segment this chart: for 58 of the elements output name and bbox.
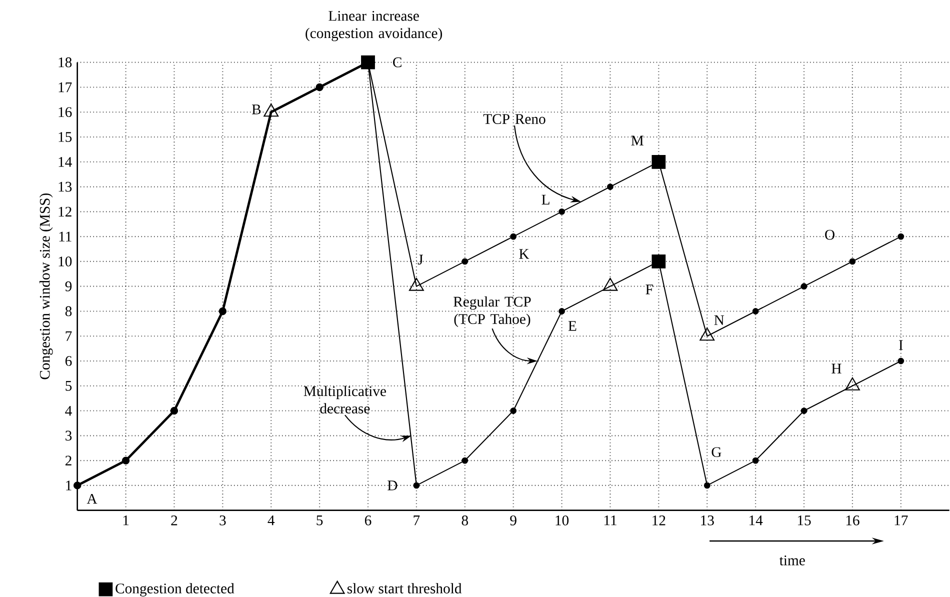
x-tick-label: 1 [123,515,129,526]
x-tick-label: 17 [894,515,908,526]
x-axis-title: time [780,555,805,566]
annotation: TCP Reno [483,114,546,124]
y-tick-label: 7 [66,331,72,341]
y-tick-label: 3 [66,430,72,441]
annotation: J [418,254,423,265]
y-tick-label: 1 [66,480,72,490]
x-tick-label: 14 [750,515,763,526]
y-tick-label: 2 [65,456,72,466]
x-tick-label: 16 [846,515,860,526]
annotation: B [252,104,261,114]
x-tick-label: 6 [364,515,372,526]
x-tick-label: 13 [701,515,714,526]
y-axis-title: Congestion window size (MSS) [39,193,53,380]
y-tick-label: 15 [58,132,72,142]
x-tick-label: 7 [414,515,420,526]
y-tick-label: 11 [59,232,72,242]
annotation: M [631,136,644,146]
x-tick-label: 11 [604,515,616,526]
legend-label: slow start threshold [348,583,462,594]
y-tick-label: 14 [58,157,72,167]
y-tick-label: 8 [65,306,72,316]
annotation: D [388,480,398,490]
y-tick-label: 12 [58,206,72,217]
x-tick-label: 10 [556,516,569,526]
y-tick-label: 4 [65,406,72,416]
annotation: L [542,194,550,204]
legend-label: Congestion detected [116,583,234,596]
y-tick-label: 13 [58,182,72,192]
y-tick-label: 17 [58,82,72,92]
x-tick-label: 2 [171,515,178,526]
annotation: N [714,315,724,325]
annotation: C [393,57,402,68]
annotation: F [646,284,653,294]
y-tick-label: 9 [65,281,72,292]
annotation: H [832,364,842,374]
y-tick-label: 18 [58,57,72,68]
annotation: K [519,249,530,259]
x-tick-label: 15 [798,515,811,526]
x-tick-label: 8 [462,516,468,526]
annotation: E [568,321,576,331]
x-tick-label: 12 [652,515,666,526]
annotation: Multiplicative decrease [304,386,386,414]
y-tick-label: 5 [66,381,72,391]
annotation: I [898,340,903,350]
y-tick-label: 16 [58,107,72,118]
y-tick-label: 10 [58,256,72,266]
x-tick-label: 5 [316,515,323,526]
annotation: G [712,447,722,458]
annotation: Regular TCP (TCP Tahoe) [454,296,531,327]
annotation: O [825,230,834,240]
y-tick-label: 6 [65,356,72,366]
annotation: A [86,494,98,504]
x-tick-label: 4 [268,516,275,526]
x-tick-label: 9 [510,515,516,526]
x-tick-label: 3 [220,515,226,526]
text: Linear increase (congestion avoidance) [306,10,442,42]
